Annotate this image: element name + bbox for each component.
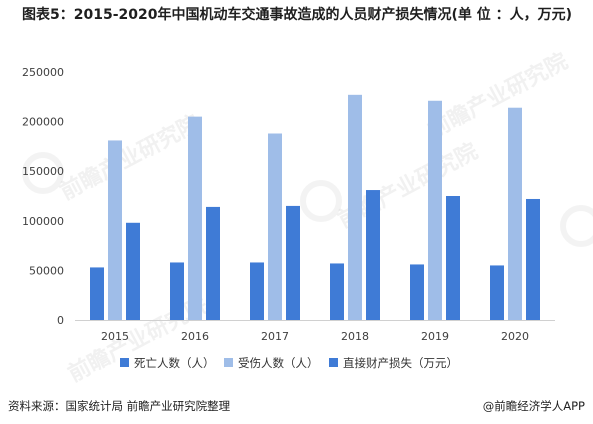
x-axis: 2015 2016 2017 2018 2019 2020 xyxy=(75,320,555,343)
x-tick-label: 2017 xyxy=(261,330,289,343)
bar xyxy=(268,133,282,320)
source-note: 资料来源：国家统计局 前瞻产业研究院整理 xyxy=(8,399,231,413)
bar xyxy=(90,267,104,320)
y-tick-label: 150000 xyxy=(22,165,64,178)
legend-label: 受伤人数（人） xyxy=(238,356,319,370)
legend-label: 死亡人数（人） xyxy=(134,356,215,370)
legend-swatch xyxy=(224,358,233,367)
y-axis: 0 50000 100000 150000 200000 250000 xyxy=(22,66,64,327)
legend-swatch xyxy=(120,358,129,367)
x-tick-label: 2018 xyxy=(341,330,369,343)
bar xyxy=(410,264,424,320)
chart-title: 图表5：2015-2020年中国机动车交通事故造成的人员财产损失情况(单 位 ：… xyxy=(21,7,573,23)
bar xyxy=(446,196,460,320)
bar xyxy=(508,107,522,320)
x-tick-label: 2015 xyxy=(101,330,129,343)
bar xyxy=(348,94,362,320)
bar xyxy=(188,116,202,320)
legend-swatch xyxy=(329,358,338,367)
bar xyxy=(250,262,264,320)
y-tick-label: 100000 xyxy=(22,215,64,228)
bar xyxy=(490,265,504,320)
x-tick-label: 2019 xyxy=(421,330,449,343)
bar xyxy=(526,198,540,320)
bar xyxy=(206,206,220,320)
x-tick-label: 2016 xyxy=(181,330,209,343)
bars xyxy=(90,94,540,320)
publisher-logo-text: @前瞻经济学人APP xyxy=(482,399,585,413)
bar xyxy=(170,262,184,320)
y-tick-label: 50000 xyxy=(29,264,64,277)
x-tick-label: 2020 xyxy=(501,330,529,343)
bar xyxy=(108,140,122,320)
y-tick-label: 200000 xyxy=(22,116,64,129)
y-tick-label: 250000 xyxy=(22,66,64,79)
legend-label: 直接财产损失（万元） xyxy=(343,356,458,370)
y-tick-label: 0 xyxy=(57,314,64,327)
bar xyxy=(286,205,300,320)
bar xyxy=(428,100,442,320)
bar xyxy=(126,222,140,320)
bar xyxy=(366,190,380,320)
legend: 死亡人数（人） 受伤人数（人） 直接财产损失（万元） xyxy=(120,356,458,370)
bar xyxy=(330,263,344,320)
